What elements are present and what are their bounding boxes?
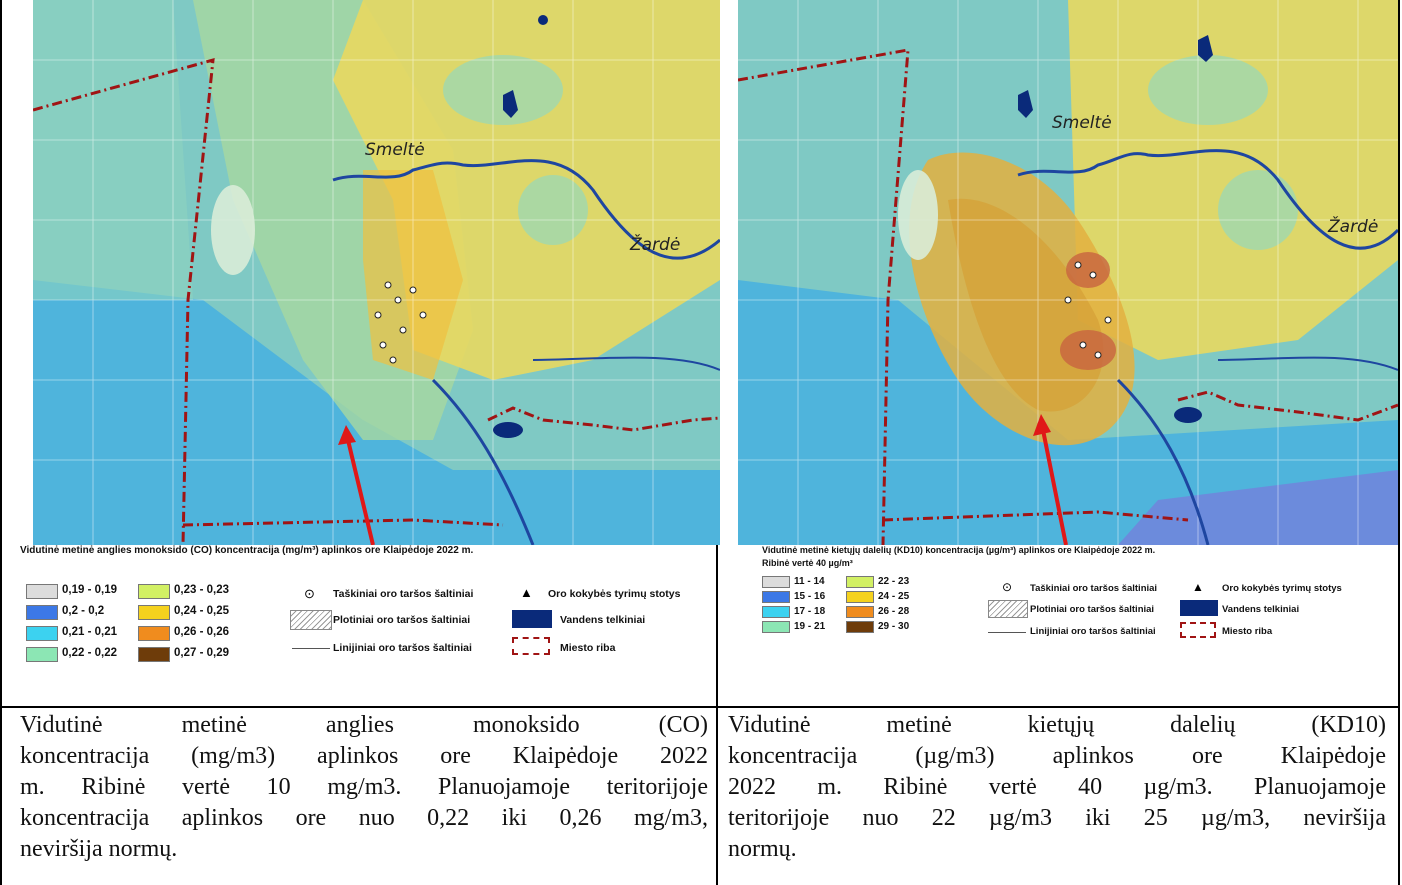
water-label: Vandens telkiniai (560, 614, 646, 626)
point-source-icon: ⊙ (1002, 580, 1013, 594)
caption-line: koncentracija aplinkos ore nuo 0,22 iki … (20, 805, 708, 831)
point-sources-label: Taškiniai oro taršos šaltiniai (333, 588, 474, 600)
line-source-icon (292, 648, 330, 649)
caption-line: koncentracija (mg/m3) aplinkos ore Klaip… (20, 743, 708, 769)
left-concentration-map: Smeltė Žardė (33, 0, 720, 545)
legend-class-label: 19 - 21 (794, 621, 826, 632)
area-source-hatch-icon (290, 610, 332, 630)
point-sources-label: Taškiniai oro taršos šaltiniai (1030, 583, 1158, 594)
left-map-panel: Smeltė Žardė (33, 0, 720, 545)
right-legend-subtitle: Ribinė vertė 40 µg/m³ (762, 558, 853, 568)
legend-class-label: 11 - 14 (794, 576, 825, 587)
legend-class-label: 17 - 18 (794, 606, 826, 617)
legend-swatch (26, 626, 58, 641)
left-caption: Vidutinė metinė anglies monoksido (CO) ko… (20, 710, 708, 865)
caption-line: teritorijoje nuo 22 µg/m3 iki 25 µg/m3, … (728, 805, 1386, 831)
caption-line: neviršija normų. (20, 836, 178, 862)
right-concentration-map: Smeltė Žardė (738, 0, 1398, 545)
city-border-icon (512, 637, 550, 655)
right-map-panel: Smeltė Žardė (738, 0, 1398, 545)
legend-swatch (762, 606, 790, 618)
place-label-smelte: Smeltė (1052, 113, 1112, 133)
legend-swatch (138, 647, 170, 662)
legend-swatch (846, 591, 874, 603)
legend-class-label: 24 - 25 (878, 591, 910, 602)
station-triangle-icon: ▲ (1192, 580, 1204, 594)
legend-class-label: 0,22 - 0,22 (62, 647, 117, 659)
caption-line: normų. (728, 836, 797, 862)
city-border-label: Miesto riba (1222, 626, 1273, 637)
right-legend-title: Vidutinė metinė kietųjų dalelių (KD10) k… (762, 545, 1156, 555)
legend-swatch (846, 576, 874, 588)
legend-class-label: 0,19 - 0,19 (62, 584, 117, 596)
city-border-label: Miesto riba (560, 642, 616, 654)
legend-class-label: 0,24 - 0,25 (174, 605, 229, 617)
line-sources-label: Linijiniai oro taršos šaltiniai (333, 642, 472, 654)
legend-class-label: 0,26 - 0,26 (174, 626, 229, 638)
right-caption: Vidutinė metinė kietųjų dalelių (KD10) ko… (728, 710, 1386, 865)
left-legend-title: Vidutinė metinė anglies monoksido (CO) k… (20, 545, 474, 556)
line-source-icon (988, 632, 1026, 633)
legend-class-label: 15 - 16 (794, 591, 826, 602)
place-label-smelte: Smeltė (365, 140, 425, 160)
table-right-border (1398, 0, 1400, 885)
legend-swatch (138, 584, 170, 599)
line-sources-label: Linijiniai oro taršos šaltiniai (1030, 626, 1156, 637)
area-sources-label: Plotiniai oro taršos šaltiniai (333, 614, 471, 626)
legend-class-label: 26 - 28 (878, 606, 910, 617)
stations-label: Oro kokybės tyrimų stotys (548, 588, 681, 600)
legend-class-label: 29 - 30 (878, 621, 910, 632)
legend-swatch (846, 621, 874, 633)
legend-swatch (26, 605, 58, 620)
legend-swatch (762, 621, 790, 633)
water-swatch-icon (1180, 600, 1218, 616)
caption-line: Vidutinė metinė anglies monoksido (CO) (20, 712, 708, 738)
legend-swatch (846, 606, 874, 618)
stations-label: Oro kokybės tyrimų stotys (1222, 583, 1342, 594)
legend-class-label: 0,23 - 0,23 (174, 584, 229, 596)
caption-line: m. Ribinė vertė 10 mg/m3. Planuojamoje t… (20, 774, 708, 800)
water-label: Vandens telkiniai (1222, 604, 1300, 615)
legend-swatch (762, 591, 790, 603)
legend-swatch (26, 584, 58, 599)
area-sources-label: Plotiniai oro taršos šaltiniai (1030, 604, 1155, 615)
caption-line: 2022 m. Ribinė vertė 40 µg/m3. Planuojam… (728, 774, 1386, 800)
legend-class-label: 0,27 - 0,29 (174, 647, 229, 659)
area-source-hatch-icon (988, 600, 1028, 618)
point-source-icon: ⊙ (304, 586, 315, 601)
caption-line: koncentracija (µg/m3) aplinkos ore Klaip… (728, 743, 1386, 769)
legend-class-label: 0,2 - 0,2 (62, 605, 105, 617)
legend-swatch (762, 576, 790, 588)
legend-swatch (138, 626, 170, 641)
legend-class-label: 0,21 - 0,21 (62, 626, 117, 638)
place-label-zarde: Žardė (1327, 215, 1378, 237)
legend-swatch (26, 647, 58, 662)
water-swatch-icon (512, 610, 552, 628)
place-label-zarde: Žardė (629, 233, 680, 255)
table-row-divider (0, 706, 1400, 708)
city-border-icon (1180, 622, 1216, 638)
station-triangle-icon: ▲ (520, 585, 533, 600)
legend-swatch (138, 605, 170, 620)
table-left-border (0, 0, 2, 885)
legend-class-label: 22 - 23 (878, 576, 910, 587)
caption-line: Vidutinė metinė kietųjų dalelių (KD10) (728, 712, 1386, 738)
